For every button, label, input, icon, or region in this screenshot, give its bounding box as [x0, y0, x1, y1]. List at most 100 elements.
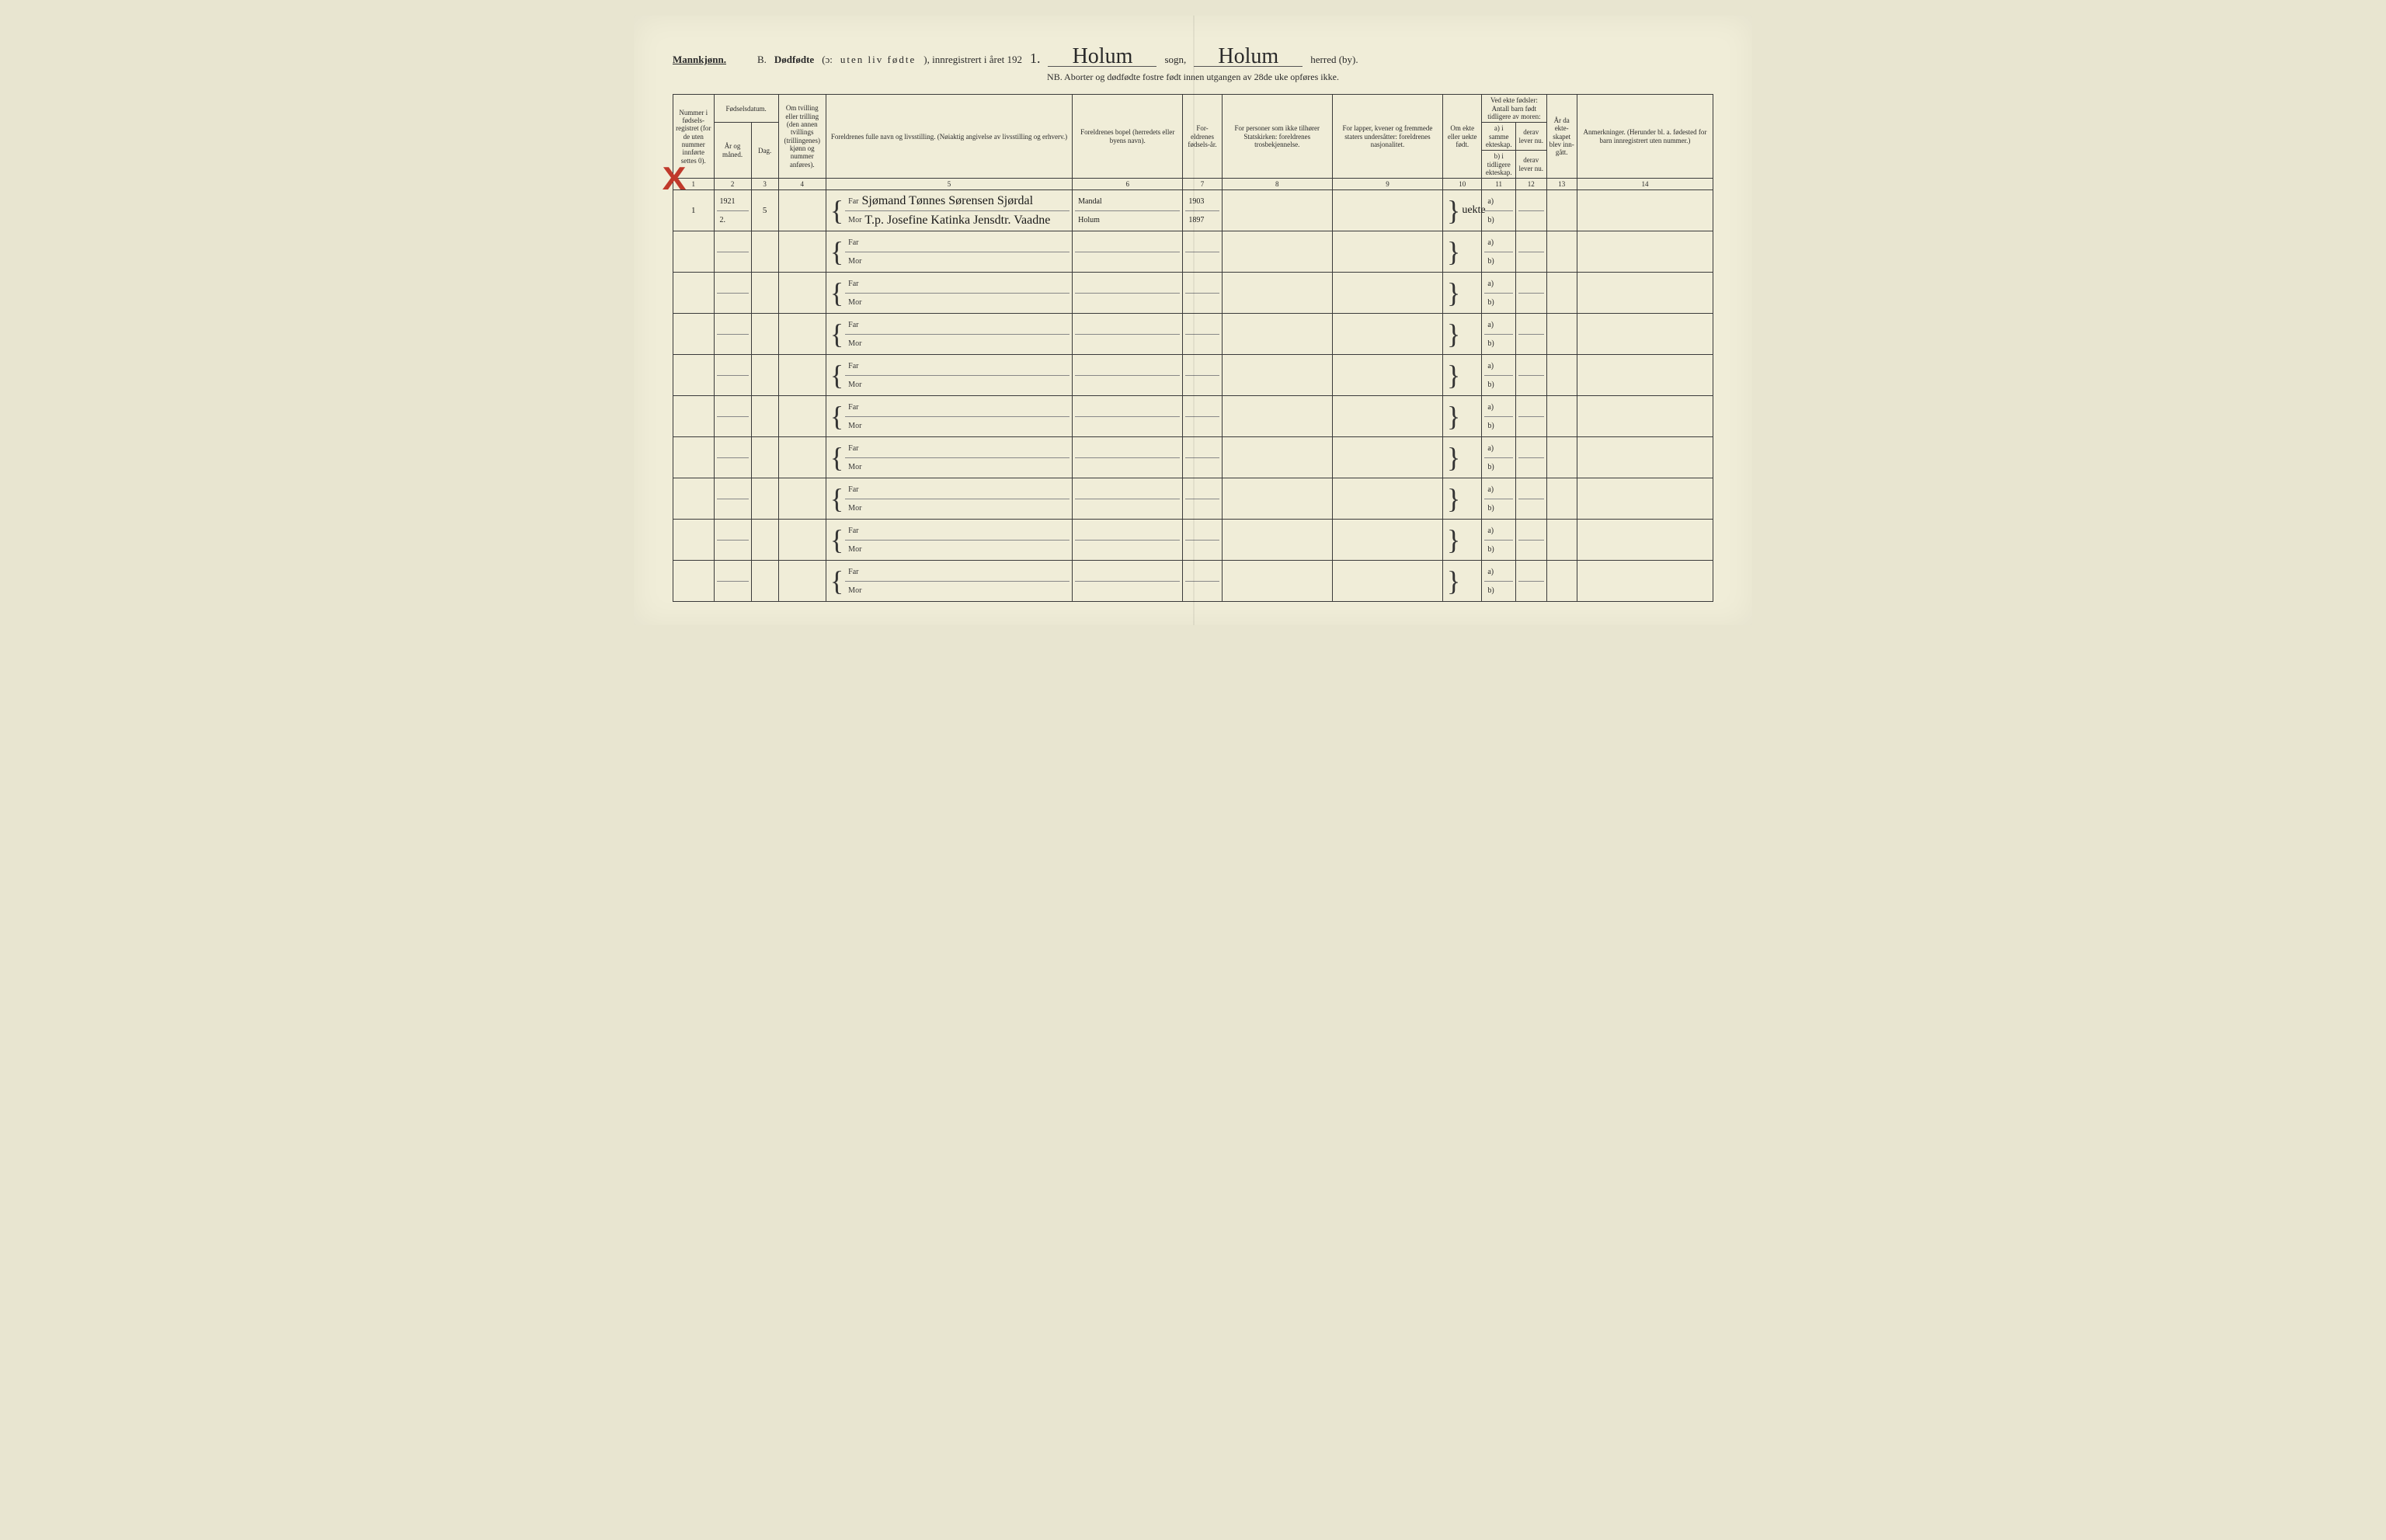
twin-info [778, 355, 826, 396]
year-month [714, 273, 751, 314]
marriage-year [1546, 478, 1577, 520]
far-label: Far [848, 485, 858, 494]
faith [1222, 561, 1332, 602]
mor-label: Mor [848, 216, 861, 224]
residence: MandalHolum [1073, 190, 1183, 231]
brace-right-icon: } [1445, 192, 1462, 229]
parents-names: { FarSjømand Tønnes Sørensen Sjørdal Mor… [826, 190, 1072, 231]
faith [1222, 190, 1332, 231]
register-page: X Mannkjønn. B. Dødfødte (ɔ: uten liv fø… [634, 16, 1752, 625]
col8-header: For personer som ikke tilhører Statskirk… [1222, 95, 1332, 179]
mother-name: T.p. Josefine Katinka Jensdtr. Vaadne [864, 214, 1050, 227]
year-month [714, 231, 751, 273]
faith [1222, 314, 1332, 355]
nationality [1332, 355, 1442, 396]
day [751, 231, 778, 273]
col9-header: For lapper, kvener og fremmede staters u… [1332, 95, 1442, 179]
label-b: b) [1484, 211, 1513, 230]
legitimacy: } [1443, 314, 1482, 355]
marriage-year [1546, 314, 1577, 355]
day [751, 396, 778, 437]
far-label: Far [848, 362, 858, 370]
parents-names: { Far Mor [826, 273, 1072, 314]
colnum: 1 [673, 179, 715, 190]
parent-birth-years [1183, 437, 1222, 478]
far-label: Far [848, 568, 858, 576]
mor-label: Mor [848, 463, 861, 471]
twin-info [778, 396, 826, 437]
parents-names: { Far Mor [826, 520, 1072, 561]
parents-names: { Far Mor [826, 561, 1072, 602]
remarks [1577, 437, 1713, 478]
colnum: 3 [751, 179, 778, 190]
label-b: b) [1484, 458, 1513, 477]
brace-right-icon: } [1445, 439, 1462, 476]
brace-left-icon: { [829, 192, 845, 229]
label-a: a) [1484, 562, 1513, 582]
remarks [1577, 396, 1713, 437]
parent-birth-years [1183, 561, 1222, 602]
herred-value: Holum [1194, 47, 1303, 67]
section-letter: B. [757, 54, 767, 66]
colnum: 5 [826, 179, 1072, 190]
colnum: 10 [1443, 179, 1482, 190]
herred-label: herred (by). [1310, 54, 1358, 66]
sogn-value: Holum [1048, 47, 1156, 67]
label-a: a) [1484, 521, 1513, 541]
marriage-year [1546, 273, 1577, 314]
entry-number [673, 355, 715, 396]
prior-children-same: a)b) [1482, 231, 1516, 273]
prior-children-same: a)b) [1482, 314, 1516, 355]
label-b: b) [1484, 541, 1513, 559]
entry-number: 1 [673, 190, 715, 231]
mor-label: Mor [848, 586, 861, 595]
faith [1222, 231, 1332, 273]
prior-children-living [1516, 478, 1546, 520]
twin-info [778, 273, 826, 314]
colnum: 9 [1332, 179, 1442, 190]
remarks [1577, 478, 1713, 520]
year-month: 19212. [714, 190, 751, 231]
brace-right-icon: } [1445, 274, 1462, 311]
prior-children-living [1516, 561, 1546, 602]
entry-number [673, 396, 715, 437]
far-label: Far [848, 527, 858, 535]
parent-birth-years [1183, 478, 1222, 520]
col2b-header: Dag. [751, 123, 778, 179]
col1-header: Nummer i fødsels-registret (for de uten … [673, 95, 715, 179]
title-paren-open: (ɔ: [822, 54, 833, 66]
col7-header: For-eldrenes fødsels-år. [1183, 95, 1222, 179]
nationality [1332, 314, 1442, 355]
label-b: b) [1484, 417, 1513, 436]
twin-info [778, 231, 826, 273]
parents-names: { Far Mor [826, 355, 1072, 396]
brace-right-icon: } [1445, 398, 1462, 435]
parent-birth-years [1183, 273, 1222, 314]
residence [1073, 273, 1183, 314]
legitimacy: } [1443, 561, 1482, 602]
prior-children-same: a)b) [1482, 396, 1516, 437]
label-a: a) [1484, 233, 1513, 252]
far-label: Far [848, 444, 858, 453]
residence [1073, 314, 1183, 355]
label-a: a) [1484, 439, 1513, 458]
label-b: b) [1484, 376, 1513, 395]
parent-birth-years [1183, 520, 1222, 561]
parents-names: { Far Mor [826, 478, 1072, 520]
remarks [1577, 190, 1713, 231]
brace-left-icon: { [829, 233, 845, 270]
col11a-header: a) i samme ekteskap. [1482, 123, 1516, 151]
label-b: b) [1484, 335, 1513, 353]
brace-left-icon: { [829, 439, 845, 476]
marriage-year [1546, 355, 1577, 396]
father-name: Sjømand Tønnes Sørensen Sjørdal [862, 195, 1034, 207]
day: 5 [751, 190, 778, 231]
marriage-year [1546, 561, 1577, 602]
sogn-label: sogn, [1164, 54, 1186, 66]
legitimacy: } [1443, 231, 1482, 273]
label-b: b) [1484, 252, 1513, 271]
prior-children-same: a)b) [1482, 561, 1516, 602]
brace-left-icon: { [829, 274, 845, 311]
year-last-digit: 1. [1030, 50, 1041, 67]
col6-header: Foreldrenes bopel (herredets eller byens… [1073, 95, 1183, 179]
